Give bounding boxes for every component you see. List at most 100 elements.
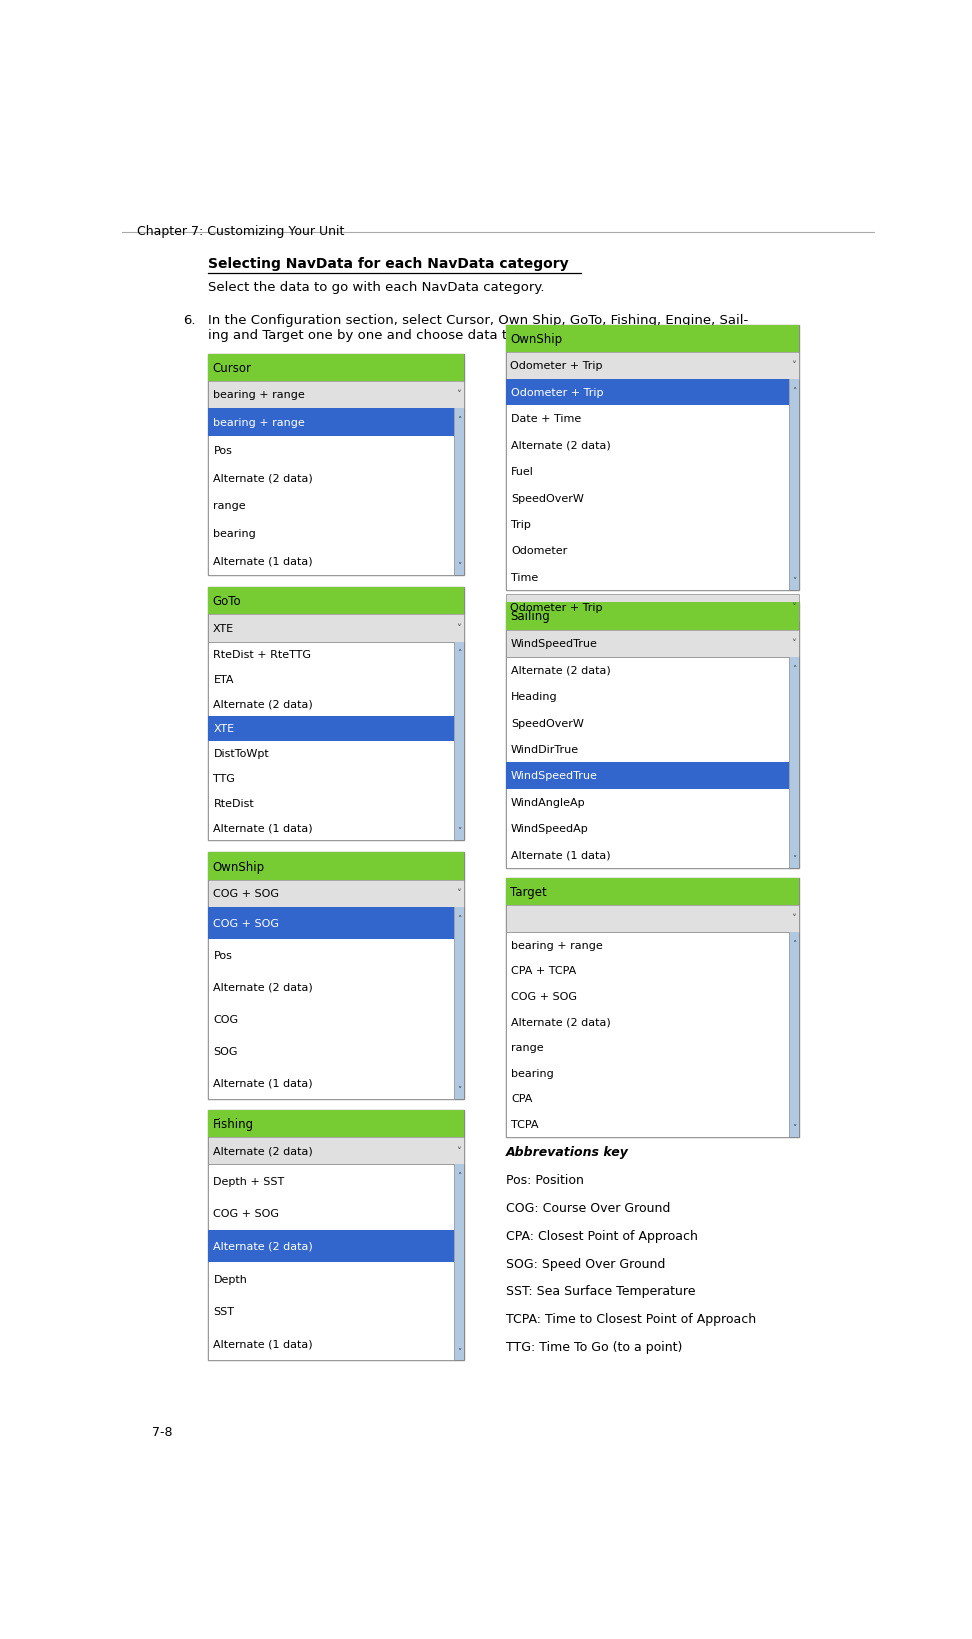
FancyBboxPatch shape: [505, 603, 799, 869]
Text: 7-8: 7-8: [152, 1426, 172, 1439]
FancyBboxPatch shape: [505, 879, 799, 1137]
Text: Alternate (2 data): Alternate (2 data): [214, 982, 313, 992]
Text: CPA: Closest Point of Approach: CPA: Closest Point of Approach: [505, 1229, 698, 1242]
FancyBboxPatch shape: [789, 657, 799, 869]
FancyBboxPatch shape: [505, 603, 799, 629]
Text: Fuel: Fuel: [511, 467, 534, 477]
Text: TCPA: TCPA: [511, 1119, 538, 1129]
Text: ˅: ˅: [456, 1146, 461, 1155]
Text: ˄: ˄: [457, 915, 461, 923]
Text: ˄: ˄: [457, 1172, 461, 1180]
Text: Pos: Pos: [214, 951, 232, 960]
Text: ˅: ˅: [791, 915, 796, 924]
FancyBboxPatch shape: [505, 380, 789, 406]
Text: Time: Time: [511, 572, 538, 582]
Text: ˅: ˅: [456, 623, 461, 634]
Text: Alternate (2 data): Alternate (2 data): [214, 700, 313, 710]
Text: CPA: CPA: [511, 1093, 533, 1103]
Text: ˅: ˅: [792, 1124, 796, 1133]
Text: COG: Course Over Ground: COG: Course Over Ground: [505, 1201, 670, 1214]
Text: TTG: TTG: [214, 774, 235, 783]
Text: Cursor: Cursor: [213, 362, 252, 374]
FancyBboxPatch shape: [208, 408, 454, 436]
Text: RteDist: RteDist: [214, 798, 254, 808]
Text: range: range: [511, 1042, 543, 1052]
FancyBboxPatch shape: [208, 908, 454, 939]
FancyBboxPatch shape: [505, 905, 799, 933]
FancyBboxPatch shape: [208, 852, 465, 880]
Text: range: range: [214, 502, 246, 511]
FancyBboxPatch shape: [505, 326, 799, 352]
Text: OwnShip: OwnShip: [213, 860, 264, 874]
Text: ˅: ˅: [791, 361, 796, 370]
Text: WindDirTrue: WindDirTrue: [511, 744, 579, 754]
Text: SOG: Speed Over Ground: SOG: Speed Over Ground: [505, 1257, 665, 1270]
FancyBboxPatch shape: [208, 382, 465, 408]
Text: Select the data to go with each NavData category.: Select the data to go with each NavData …: [208, 282, 544, 295]
Text: WindSpeedTrue: WindSpeedTrue: [510, 639, 597, 649]
FancyBboxPatch shape: [208, 880, 465, 908]
FancyBboxPatch shape: [505, 657, 789, 869]
FancyBboxPatch shape: [505, 595, 799, 621]
Text: XTE: XTE: [214, 724, 234, 734]
Text: RteDist + RteTTG: RteDist + RteTTG: [214, 649, 311, 659]
Text: bearing: bearing: [214, 529, 257, 539]
FancyBboxPatch shape: [208, 354, 465, 382]
Text: SpeedOverW: SpeedOverW: [511, 493, 584, 503]
FancyBboxPatch shape: [454, 408, 465, 575]
Text: Alternate (2 data): Alternate (2 data): [511, 665, 610, 675]
Text: XTE: XTE: [213, 623, 234, 634]
Text: 6.: 6.: [184, 315, 195, 328]
Text: OwnShip: OwnShip: [510, 333, 563, 346]
FancyBboxPatch shape: [505, 380, 789, 590]
FancyBboxPatch shape: [208, 354, 465, 575]
Text: Pos: Pos: [214, 446, 232, 456]
Text: Alternate (1 data): Alternate (1 data): [214, 1339, 313, 1349]
Text: SST: SST: [214, 1306, 234, 1316]
Text: Alternate (2 data): Alternate (2 data): [214, 1241, 313, 1251]
Text: Odometer + Trip: Odometer + Trip: [510, 361, 603, 370]
Text: Chapter 7: Customizing Your Unit: Chapter 7: Customizing Your Unit: [136, 225, 344, 238]
FancyBboxPatch shape: [208, 1110, 465, 1137]
Text: SOG: SOG: [214, 1046, 238, 1056]
Text: TTG: Time To Go (to a point): TTG: Time To Go (to a point): [505, 1341, 682, 1354]
FancyBboxPatch shape: [208, 588, 465, 841]
Text: Alternate (1 data): Alternate (1 data): [214, 1078, 313, 1088]
FancyBboxPatch shape: [208, 716, 454, 741]
Text: Alternate (1 data): Alternate (1 data): [214, 556, 313, 567]
Text: Sailing: Sailing: [510, 610, 550, 623]
Text: Odometer + Trip: Odometer + Trip: [511, 388, 604, 398]
FancyBboxPatch shape: [208, 615, 465, 642]
Text: COG + SOG: COG + SOG: [214, 1208, 279, 1218]
FancyBboxPatch shape: [505, 629, 799, 657]
Text: ˅: ˅: [457, 1085, 461, 1095]
Text: Odometer: Odometer: [511, 546, 568, 556]
FancyBboxPatch shape: [208, 1165, 454, 1360]
Text: In the Configuration section, select Cursor, Own Ship, GoTo, Fishing, Engine, Sa: In the Configuration section, select Cur…: [208, 315, 748, 343]
FancyBboxPatch shape: [454, 908, 465, 1100]
Text: ˅: ˅: [791, 639, 796, 649]
Text: COG + SOG: COG + SOG: [511, 992, 577, 1001]
Text: Pos: Position: Pos: Position: [505, 1174, 583, 1187]
Text: WindSpeedAp: WindSpeedAp: [511, 823, 589, 834]
FancyBboxPatch shape: [208, 908, 454, 1100]
Text: COG + SOG: COG + SOG: [213, 888, 279, 898]
Text: Fishing: Fishing: [213, 1118, 254, 1131]
Text: SST: Sea Surface Temperature: SST: Sea Surface Temperature: [505, 1285, 695, 1298]
Text: Target: Target: [510, 885, 547, 898]
Text: DistToWpt: DistToWpt: [214, 749, 269, 759]
Text: WindAngleAp: WindAngleAp: [511, 797, 585, 808]
FancyBboxPatch shape: [505, 326, 799, 590]
FancyBboxPatch shape: [505, 762, 789, 788]
Text: GoTo: GoTo: [213, 595, 241, 608]
Text: SpeedOverW: SpeedOverW: [511, 718, 584, 728]
FancyBboxPatch shape: [208, 1110, 465, 1360]
Text: ˄: ˄: [457, 649, 461, 657]
Text: bearing + range: bearing + range: [511, 941, 603, 951]
Text: ˅: ˅: [792, 856, 796, 864]
FancyBboxPatch shape: [208, 408, 454, 575]
Text: ETA: ETA: [214, 674, 234, 685]
FancyBboxPatch shape: [454, 642, 465, 841]
Text: COG + SOG: COG + SOG: [214, 918, 279, 928]
Text: Alternate (1 data): Alternate (1 data): [511, 851, 610, 860]
